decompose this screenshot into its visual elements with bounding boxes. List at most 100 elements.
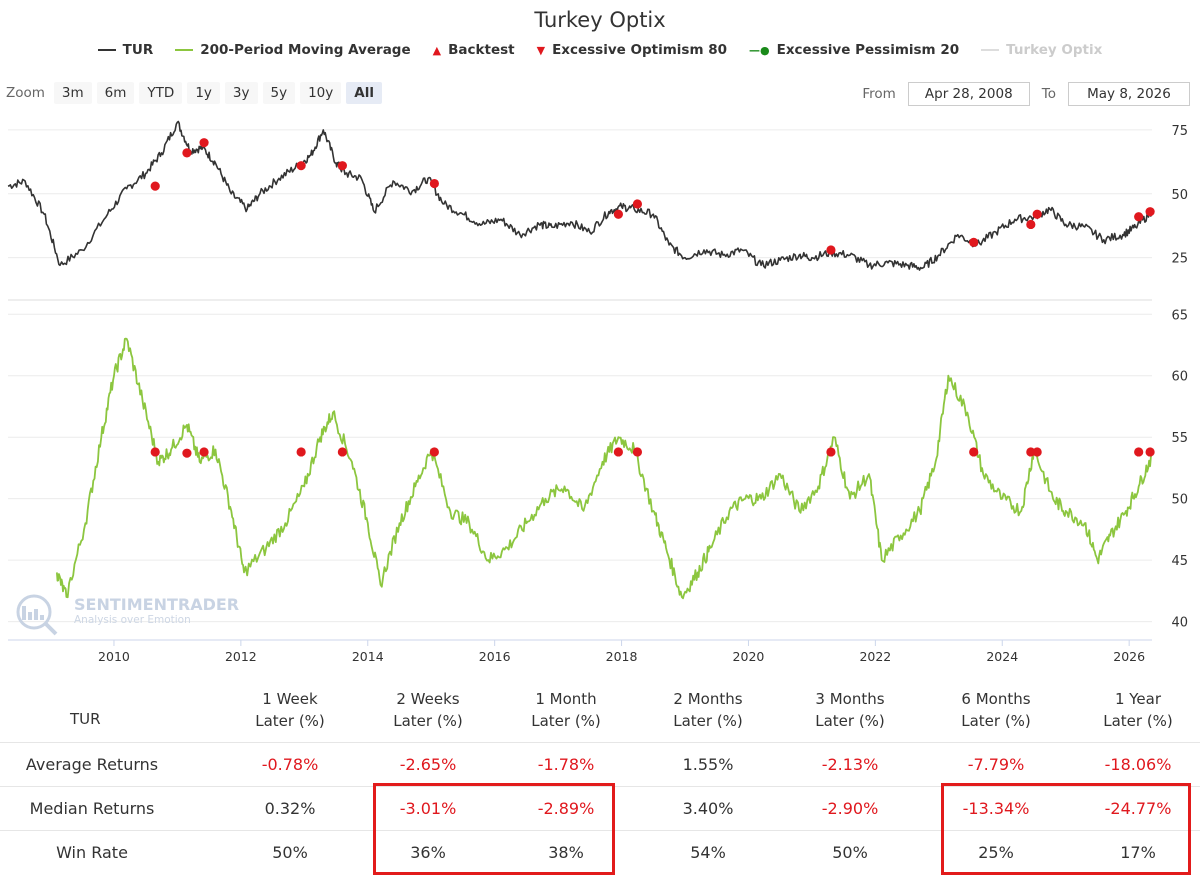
x-tick-label: 2022 bbox=[859, 649, 891, 664]
from-date-input[interactable]: Apr 28, 2008 bbox=[907, 82, 1030, 106]
watermark-tagline: Analysis over Emotion bbox=[74, 614, 191, 626]
highlight-box bbox=[373, 783, 615, 875]
column-header: 1 Week Later (%) bbox=[225, 688, 355, 732]
y-tick-label-top: 75 bbox=[1171, 124, 1188, 139]
legend-item[interactable]: Turkey Optix bbox=[981, 42, 1102, 58]
column-header-line2: Later (%) bbox=[815, 712, 885, 730]
backtest-point-bottom bbox=[632, 447, 643, 457]
legend-item[interactable]: TUR bbox=[97, 42, 153, 58]
table-cell: -3.01% bbox=[399, 799, 457, 818]
legend-line-icon bbox=[981, 49, 1000, 51]
table-cell: 36% bbox=[410, 843, 446, 862]
watermark-bar-icon bbox=[22, 606, 26, 620]
backtest-point-top bbox=[632, 199, 643, 209]
table-header: TUR 1 Week Later (%) 2 Weeks Later (%) 1 Mon… bbox=[0, 680, 1200, 742]
column-header-line1: 1 Week bbox=[262, 690, 318, 708]
column-header-line1: 2 Months bbox=[673, 690, 743, 708]
backtest-point-top bbox=[613, 209, 623, 219]
y-tick-label-top: 25 bbox=[1171, 252, 1188, 267]
backtest-point-bottom bbox=[337, 447, 347, 457]
column-header-line1: 1 Month bbox=[535, 690, 597, 708]
highlight-box bbox=[941, 783, 1191, 875]
backtest-point-bottom bbox=[296, 447, 306, 457]
x-tick-label: 2014 bbox=[352, 649, 384, 664]
legend-label: 200-Period Moving Average bbox=[200, 42, 411, 58]
chart-canvas: 25 50 75 40 45 50 55 60 65 2010 2012 2014 2016 2018 20… bbox=[7, 120, 1188, 664]
backtest-point-bottom bbox=[150, 447, 160, 457]
x-tick-label: 2020 bbox=[733, 649, 765, 664]
zoom-label: Zoom bbox=[6, 85, 45, 101]
to-label: To bbox=[1041, 86, 1056, 102]
zoom-button-6m[interactable]: 6m bbox=[96, 82, 135, 104]
table-cell: -2.90% bbox=[821, 799, 879, 818]
x-tick-label: 2024 bbox=[986, 649, 1018, 664]
chart-title: Turkey Optix bbox=[534, 8, 666, 32]
table-cell: -18.06% bbox=[1104, 755, 1172, 774]
zoom-button-3y[interactable]: 3y bbox=[224, 82, 258, 104]
legend-item[interactable]: 200-Period Moving Average bbox=[175, 42, 411, 58]
legend-item[interactable]: ▼ Excessive Optimism 80 bbox=[537, 42, 727, 58]
legend-item[interactable]: ▲ Backtest bbox=[433, 42, 515, 58]
zoom-button-all[interactable]: All bbox=[346, 82, 382, 104]
row-label: Win Rate bbox=[56, 843, 128, 862]
watermark-magnifier-icon bbox=[16, 594, 52, 630]
watermark-bar-icon bbox=[28, 612, 32, 620]
zoom-controls: Zoom 3m 6m YTD 1y 3y 5y 10y All bbox=[6, 82, 382, 104]
backtest-point-bottom bbox=[1032, 447, 1042, 457]
backtest-point-bottom bbox=[1145, 447, 1155, 457]
backtest-point-top bbox=[182, 148, 192, 158]
table-cell: 50% bbox=[272, 843, 308, 862]
y-tick-label-top: 50 bbox=[1171, 188, 1188, 203]
column-header-line2: Later (%) bbox=[393, 712, 463, 730]
backtest-point-bottom bbox=[1026, 447, 1036, 457]
backtest-point-bottom bbox=[199, 447, 209, 457]
zoom-button-1y[interactable]: 1y bbox=[187, 82, 220, 104]
zoom-button-ytd[interactable]: YTD bbox=[139, 82, 183, 104]
backtest-point-top bbox=[1134, 212, 1144, 222]
table-cell: 54% bbox=[690, 843, 726, 862]
backtest-point-top bbox=[429, 178, 439, 189]
table-cell: -2.13% bbox=[821, 755, 879, 774]
table-cell: -2.89% bbox=[537, 799, 595, 818]
backtest-point-top bbox=[150, 181, 160, 191]
from-label: From bbox=[862, 86, 896, 102]
x-tick-label: 2016 bbox=[479, 649, 511, 664]
legend-triangle-down-icon: ▼ bbox=[536, 43, 546, 57]
table-cell: -24.77% bbox=[1104, 799, 1172, 818]
legend-item[interactable]: —● Excessive Pessimism 20 bbox=[749, 42, 959, 58]
row-label: Average Returns bbox=[25, 755, 159, 774]
legend-triangle-up-icon: ▲ bbox=[432, 43, 442, 57]
watermark-magnifier-handle bbox=[44, 622, 58, 636]
y-tick-label-bottom: 55 bbox=[1171, 431, 1188, 446]
to-date-input[interactable]: May 8, 2026 bbox=[1068, 82, 1190, 106]
y-tick-label-bottom: 45 bbox=[1171, 554, 1188, 569]
legend-circle-icon: —● bbox=[749, 43, 770, 57]
legend-label: Backtest bbox=[448, 42, 515, 58]
column-header: 2 Weeks Later (%) bbox=[363, 688, 493, 732]
watermark-brand: SENTIMENTRADER bbox=[74, 595, 239, 614]
zoom-button-5y[interactable]: 5y bbox=[262, 82, 296, 104]
backtest-point-bottom bbox=[969, 447, 979, 457]
column-header-line1: 3 Months bbox=[815, 690, 885, 708]
column-header-line2: Later (%) bbox=[673, 712, 743, 730]
backtest-point-bottom bbox=[826, 447, 836, 457]
table-corner-label: TUR bbox=[70, 710, 101, 728]
table-cell: -13.34% bbox=[962, 799, 1030, 818]
backtest-point-bottom bbox=[429, 447, 439, 457]
backtest-point-top bbox=[199, 138, 209, 148]
backtest-point-bottom bbox=[613, 447, 623, 457]
zoom-button-3m[interactable]: 3m bbox=[53, 82, 92, 104]
column-header-line2: Later (%) bbox=[255, 712, 325, 730]
table-cell: 3.40% bbox=[682, 799, 734, 818]
y-tick-label-bottom: 40 bbox=[1171, 616, 1188, 631]
zoom-button-10y[interactable]: 10y bbox=[300, 82, 342, 104]
zoom-button-group: 3m 6m YTD 1y 3y 5y 10y All bbox=[53, 82, 382, 104]
column-header-line2: Later (%) bbox=[1103, 712, 1173, 730]
column-header-line2: Later (%) bbox=[531, 712, 601, 730]
backtest-point-top bbox=[1145, 207, 1155, 217]
table-row: Average Returns -0.78% -2.65% -1.78% 1.55% -2… bbox=[0, 742, 1200, 787]
series-line-moving-average bbox=[56, 337, 1153, 600]
x-tick-label: 2012 bbox=[225, 649, 257, 664]
backtest-point-top bbox=[296, 161, 306, 171]
table-cell: 25% bbox=[978, 843, 1014, 862]
